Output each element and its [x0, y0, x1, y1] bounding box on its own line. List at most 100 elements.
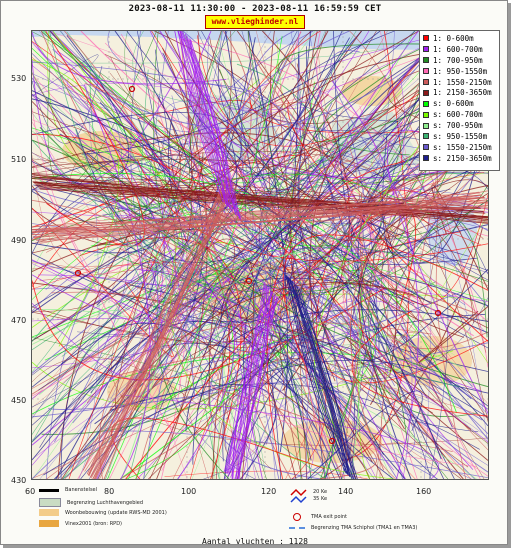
flight-track: [79, 237, 242, 479]
flight-track: [32, 59, 120, 347]
flight-track: [94, 31, 454, 130]
flight-track: [240, 31, 295, 216]
flight-track: [99, 185, 238, 479]
flight-track: [83, 84, 151, 479]
flight-track: [140, 31, 223, 243]
flight-track: [266, 160, 405, 479]
legend-item: s: 600-700m: [423, 109, 499, 120]
legend-swatch: [423, 111, 429, 118]
flight-track: [57, 46, 474, 479]
legend-item: 1: 700-950m: [423, 55, 499, 66]
flight-track: [185, 309, 488, 432]
flight-track: [32, 31, 123, 373]
legend-swatch: [423, 89, 429, 96]
flight-track: [33, 201, 488, 238]
flight-track: [32, 181, 488, 218]
flight-track: [92, 181, 233, 479]
legend-label: s: 0-600m: [433, 99, 474, 109]
flight-track: [32, 42, 472, 435]
flight-track: [224, 284, 266, 473]
flight-track: [211, 387, 378, 479]
legend-item: s: 2150-3650m: [423, 153, 499, 164]
x-label-80: 80: [104, 487, 115, 496]
flight-track: [272, 133, 388, 479]
flight-track: [104, 31, 453, 141]
ke-contour-icon: [290, 488, 307, 504]
legend-label: 1: 2150-3650m: [433, 88, 492, 98]
flight-track: [32, 280, 325, 389]
flight-track: [97, 185, 488, 295]
tma-exit-point: [245, 277, 253, 285]
flight-track: [32, 199, 488, 236]
flight-track: [32, 197, 485, 233]
legend-label: s: 2150-3650m: [433, 153, 492, 163]
flight-track: [296, 285, 356, 479]
tma-limit-label: Begrenzing TMA Schiphol (TMA1 en TMA3): [311, 525, 418, 531]
flight-track-map[interactable]: [31, 30, 489, 480]
flight-track: [32, 54, 99, 97]
flight-track: [250, 388, 331, 479]
flight-track: [39, 315, 431, 479]
flight-track: [39, 187, 488, 223]
tma-exit-point: [434, 309, 442, 317]
airport-limit-swatch: [39, 498, 61, 507]
flight-track: [292, 281, 353, 479]
tma-exit-label: TMA exit point: [311, 514, 348, 520]
flight-track: [84, 82, 488, 286]
flight-track: [88, 177, 230, 477]
flight-track: [57, 291, 462, 479]
flight-track: [94, 182, 235, 479]
flight-track: [47, 31, 318, 223]
y-label-490: 490: [11, 236, 27, 245]
flight-track: [349, 160, 488, 315]
legend-swatch: [423, 155, 429, 162]
legend-label: 1: 600-700m: [433, 44, 483, 54]
legend-label: 1: 0-600m: [433, 33, 474, 43]
flight-track: [228, 224, 488, 311]
flight-track: [288, 31, 479, 433]
flight-track: [32, 41, 395, 471]
grid-lines: [32, 31, 488, 479]
flight-track: [387, 129, 488, 414]
flight-track: [223, 193, 488, 467]
flight-track: [32, 193, 236, 287]
legend-swatch: [423, 79, 429, 85]
flight-track: [261, 101, 363, 479]
legend-item: 1: 0-600m: [423, 33, 499, 44]
flight-track: [189, 39, 241, 220]
flight-track: [238, 296, 278, 479]
legend-tma-exit: TMA exit point: [293, 513, 347, 521]
flight-track: [32, 31, 227, 85]
flight-track: [296, 285, 356, 479]
flight-track: [124, 31, 339, 440]
tma-exit-point: [74, 269, 82, 277]
flight-track: [218, 322, 463, 479]
flight-track: [32, 197, 485, 233]
flight-tracks: [32, 31, 488, 479]
flight-track: [32, 356, 272, 470]
flight-track: [291, 280, 353, 479]
website-link[interactable]: www.vlieghinder.nl: [205, 15, 305, 29]
flight-track: [61, 282, 415, 479]
y-label-430: 430: [11, 476, 27, 485]
flight-track: [305, 31, 442, 189]
flight-track: [109, 384, 277, 479]
flight-track: [38, 251, 488, 391]
flight-track: [36, 205, 488, 241]
legend-item: 1: 600-700m: [423, 44, 499, 55]
flight-track: [271, 245, 488, 356]
flight-track: [32, 108, 476, 467]
flight-track: [138, 269, 235, 479]
flight-track: [382, 130, 488, 257]
legend-swatch: [423, 57, 429, 64]
flight-track: [135, 35, 283, 479]
runway-swatch: [39, 488, 59, 492]
legend-label: 1: 1550-2150m: [433, 77, 492, 87]
x-label-120: 120: [261, 487, 277, 496]
flight-track: [279, 261, 419, 479]
flight-track: [242, 299, 281, 479]
flight-track: [185, 34, 236, 215]
flight-track: [286, 276, 348, 475]
flight-track: [287, 276, 349, 476]
flight-count: Aantal vluchten : 1128: [202, 537, 308, 546]
